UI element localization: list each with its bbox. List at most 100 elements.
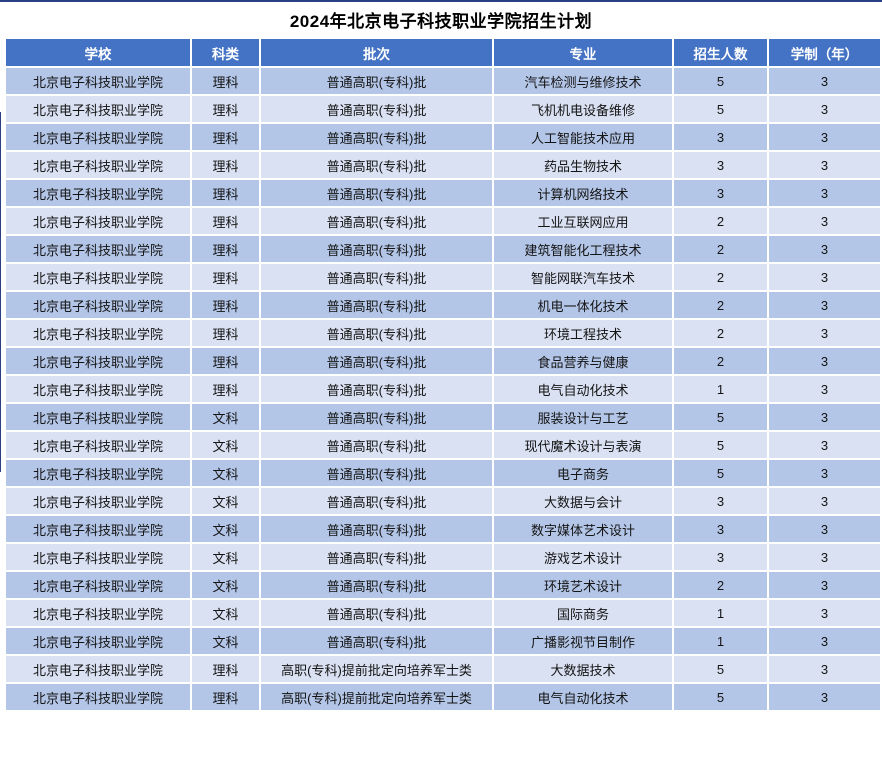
school-cell: 北京电子科技职业学院 [4, 150, 192, 180]
years-cell: 3 [767, 122, 882, 152]
major-cell: 大数据与会计 [492, 486, 674, 516]
category-cell: 理科 [190, 654, 261, 684]
years-cell: 3 [767, 178, 882, 208]
header-row: 学校 科类 批次 专业 招生人数 学制（年） [4, 37, 882, 68]
table-row: 北京电子科技职业学院 文科 普通高职(专科)批 国际商务 1 3 [4, 598, 882, 628]
count-cell: 3 [672, 542, 769, 572]
major-cell: 现代魔术设计与表演 [492, 430, 674, 460]
category-cell: 理科 [190, 234, 261, 264]
count-cell: 3 [672, 178, 769, 208]
batch-cell: 普通高职(专科)批 [259, 430, 494, 460]
major-cell: 环境艺术设计 [492, 570, 674, 600]
page-title: 2024年北京电子科技职业学院招生计划 [289, 12, 593, 31]
batch-cell: 普通高职(专科)批 [259, 598, 494, 628]
years-cell: 3 [767, 234, 882, 264]
batch-cell: 普通高职(专科)批 [259, 570, 494, 600]
category-cell: 文科 [190, 570, 261, 600]
school-cell: 北京电子科技职业学院 [4, 346, 192, 376]
years-cell: 3 [767, 374, 882, 404]
batch-cell: 普通高职(专科)批 [259, 290, 494, 320]
table-row: 北京电子科技职业学院 理科 普通高职(专科)批 飞机机电设备维修 5 3 [4, 94, 882, 124]
header-major: 专业 [492, 37, 674, 68]
count-cell: 2 [672, 346, 769, 376]
header-enroll-count: 招生人数 [672, 37, 769, 68]
years-cell: 3 [767, 486, 882, 516]
table-row: 北京电子科技职业学院 文科 普通高职(专科)批 服装设计与工艺 5 3 [4, 402, 882, 432]
major-cell: 数字媒体艺术设计 [492, 514, 674, 544]
count-cell: 2 [672, 570, 769, 600]
major-cell: 汽车检测与维修技术 [492, 66, 674, 96]
batch-cell: 普通高职(专科)批 [259, 178, 494, 208]
major-cell: 计算机网络技术 [492, 178, 674, 208]
major-cell: 服装设计与工艺 [492, 402, 674, 432]
category-cell: 文科 [190, 626, 261, 656]
batch-cell: 普通高职(专科)批 [259, 486, 494, 516]
school-cell: 北京电子科技职业学院 [4, 234, 192, 264]
years-cell: 3 [767, 262, 882, 292]
batch-cell: 普通高职(专科)批 [259, 542, 494, 572]
batch-cell: 普通高职(专科)批 [259, 262, 494, 292]
count-cell: 2 [672, 206, 769, 236]
school-cell: 北京电子科技职业学院 [4, 682, 192, 712]
count-cell: 5 [672, 682, 769, 712]
table-row: 北京电子科技职业学院 理科 普通高职(专科)批 汽车检测与维修技术 5 3 [4, 66, 882, 96]
category-cell: 理科 [190, 374, 261, 404]
count-cell: 5 [672, 430, 769, 460]
table-header: 学校 科类 批次 专业 招生人数 学制（年） [4, 37, 882, 68]
school-cell: 北京电子科技职业学院 [4, 542, 192, 572]
major-cell: 建筑智能化工程技术 [492, 234, 674, 264]
category-cell: 理科 [190, 206, 261, 236]
school-cell: 北京电子科技职业学院 [4, 374, 192, 404]
batch-cell: 普通高职(专科)批 [259, 94, 494, 124]
years-cell: 3 [767, 626, 882, 656]
table-row: 北京电子科技职业学院 文科 普通高职(专科)批 环境艺术设计 2 3 [4, 570, 882, 600]
category-cell: 文科 [190, 430, 261, 460]
school-cell: 北京电子科技职业学院 [4, 430, 192, 460]
count-cell: 5 [672, 94, 769, 124]
major-cell: 广播影视节目制作 [492, 626, 674, 656]
category-cell: 理科 [190, 682, 261, 712]
category-cell: 理科 [190, 290, 261, 320]
count-cell: 5 [672, 654, 769, 684]
category-cell: 理科 [190, 318, 261, 348]
count-cell: 3 [672, 514, 769, 544]
table-row: 北京电子科技职业学院 理科 普通高职(专科)批 药品生物技术 3 3 [4, 150, 882, 180]
school-cell: 北京电子科技职业学院 [4, 94, 192, 124]
school-cell: 北京电子科技职业学院 [4, 626, 192, 656]
count-cell: 5 [672, 66, 769, 96]
count-cell: 2 [672, 234, 769, 264]
school-cell: 北京电子科技职业学院 [4, 66, 192, 96]
table-row: 北京电子科技职业学院 理科 普通高职(专科)批 工业互联网应用 2 3 [4, 206, 882, 236]
batch-cell: 普通高职(专科)批 [259, 374, 494, 404]
major-cell: 飞机机电设备维修 [492, 94, 674, 124]
batch-cell: 普通高职(专科)批 [259, 206, 494, 236]
major-cell: 环境工程技术 [492, 318, 674, 348]
years-cell: 3 [767, 66, 882, 96]
count-cell: 2 [672, 262, 769, 292]
table-row: 北京电子科技职业学院 文科 普通高职(专科)批 游戏艺术设计 3 3 [4, 542, 882, 572]
category-cell: 理科 [190, 66, 261, 96]
major-cell: 工业互联网应用 [492, 206, 674, 236]
count-cell: 2 [672, 290, 769, 320]
years-cell: 3 [767, 458, 882, 488]
major-cell: 机电一体化技术 [492, 290, 674, 320]
table-row: 北京电子科技职业学院 理科 普通高职(专科)批 人工智能技术应用 3 3 [4, 122, 882, 152]
batch-cell: 普通高职(专科)批 [259, 458, 494, 488]
batch-cell: 高职(专科)提前批定向培养军士类 [259, 682, 494, 712]
major-cell: 大数据技术 [492, 654, 674, 684]
school-cell: 北京电子科技职业学院 [4, 654, 192, 684]
years-cell: 3 [767, 94, 882, 124]
title-bar: 2024年北京电子科技职业学院招生计划 [0, 2, 882, 37]
batch-cell: 普通高职(专科)批 [259, 514, 494, 544]
years-cell: 3 [767, 346, 882, 376]
category-cell: 文科 [190, 542, 261, 572]
school-cell: 北京电子科技职业学院 [4, 598, 192, 628]
table-row: 北京电子科技职业学院 文科 普通高职(专科)批 大数据与会计 3 3 [4, 486, 882, 516]
major-cell: 智能网联汽车技术 [492, 262, 674, 292]
school-cell: 北京电子科技职业学院 [4, 262, 192, 292]
major-cell: 人工智能技术应用 [492, 122, 674, 152]
header-category: 科类 [190, 37, 261, 68]
category-cell: 理科 [190, 150, 261, 180]
table-row: 北京电子科技职业学院 理科 普通高职(专科)批 智能网联汽车技术 2 3 [4, 262, 882, 292]
